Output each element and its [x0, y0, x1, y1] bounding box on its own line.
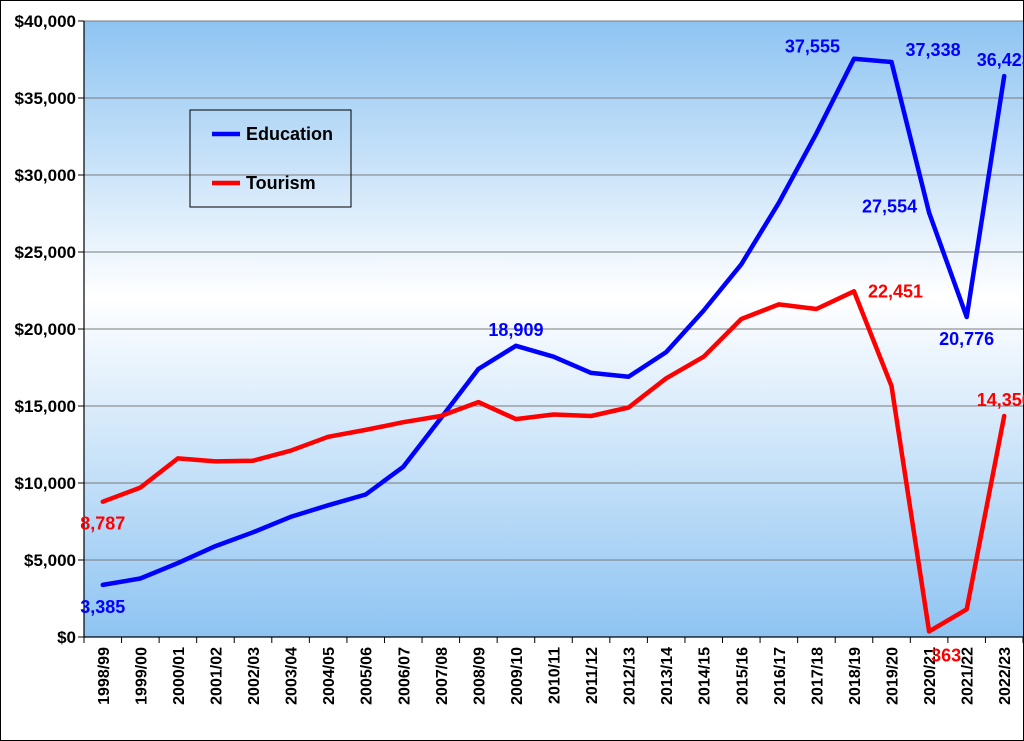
y-tick-label: $10,000: [15, 474, 76, 493]
x-tick-label: 2000/01: [171, 647, 188, 705]
x-tick-label: 2004/05: [321, 647, 338, 705]
y-axis-ticks: $0 $5,000 $10,000 $15,000 $20,000 $25,000 $30,…: [15, 12, 84, 647]
x-tick-label: 2017/18: [809, 647, 826, 705]
x-tick-label: 2018/19: [847, 647, 864, 705]
series-line-tourism: [100, 289, 1007, 634]
x-tick-label: 1999/00: [133, 647, 150, 705]
y-tick-label: $15,000: [15, 397, 76, 416]
x-axis-ticks: 1998/99 1999/00 2000/01 2001/02 2002/03 2003/…: [83, 637, 1024, 705]
data-label: 37,555: [785, 37, 840, 57]
x-tick-label: 2001/02: [208, 647, 225, 705]
x-tick-label: 2014/15: [697, 647, 714, 705]
legend-box: [189, 109, 352, 208]
data-labels: 3,385 18,909 37,555 37,338 27,554 20,776 36,42…: [80, 37, 1024, 666]
series-lines: [100, 56, 1007, 634]
x-tick-label: 2003/04: [284, 647, 301, 705]
data-label: 3,385: [80, 597, 125, 617]
data-label: 8,787: [80, 514, 125, 534]
y-tick-label: $40,000: [15, 12, 76, 31]
x-tick-label: 2013/14: [659, 647, 676, 705]
legend-label-education: Education: [246, 124, 333, 144]
x-tick-label: 2022/23: [997, 647, 1014, 705]
legend: Education Tourism: [189, 109, 352, 208]
x-tick-label: 1998/99: [96, 647, 113, 705]
x-tick-label: 2020/21: [922, 647, 939, 705]
data-label: 27,554: [862, 197, 917, 217]
data-label: 363: [931, 645, 961, 665]
data-label: 22,451: [868, 281, 923, 301]
data-label: 14,350: [977, 390, 1024, 410]
y-tick-label: $25,000: [15, 243, 76, 262]
x-tick-label: 2016/17: [772, 647, 789, 705]
y-tick-label: $30,000: [15, 166, 76, 185]
data-label: 37,338: [906, 40, 961, 60]
x-tick-label: 2006/07: [396, 647, 413, 705]
data-label: 20,776: [939, 329, 994, 349]
x-tick-label: 2005/06: [359, 647, 376, 705]
x-tick-label: 2002/03: [246, 647, 263, 705]
x-tick-label: 2010/11: [547, 647, 564, 704]
x-tick-label: 2019/20: [885, 647, 902, 705]
gridlines: [84, 20, 1023, 561]
x-tick-label: 2021/22: [960, 647, 977, 705]
x-tick-label: 2011/12: [584, 647, 601, 704]
x-tick-label: 2009/10: [509, 647, 526, 705]
y-tick-label: $20,000: [15, 320, 76, 339]
legend-label-tourism: Tourism: [246, 173, 316, 193]
y-tick-label: $35,000: [15, 89, 76, 108]
series-line-education: [100, 56, 1007, 588]
y-tick-label: $0: [57, 628, 76, 647]
x-tick-label: 2008/09: [471, 647, 488, 705]
x-tick-label: 2015/16: [734, 647, 751, 705]
data-label: 18,909: [488, 320, 543, 340]
x-tick-label: 2007/08: [434, 647, 451, 705]
y-tick-label: $5,000: [24, 551, 76, 570]
x-tick-label: 2012/13: [622, 647, 639, 705]
data-label: 36,423: [977, 50, 1024, 70]
